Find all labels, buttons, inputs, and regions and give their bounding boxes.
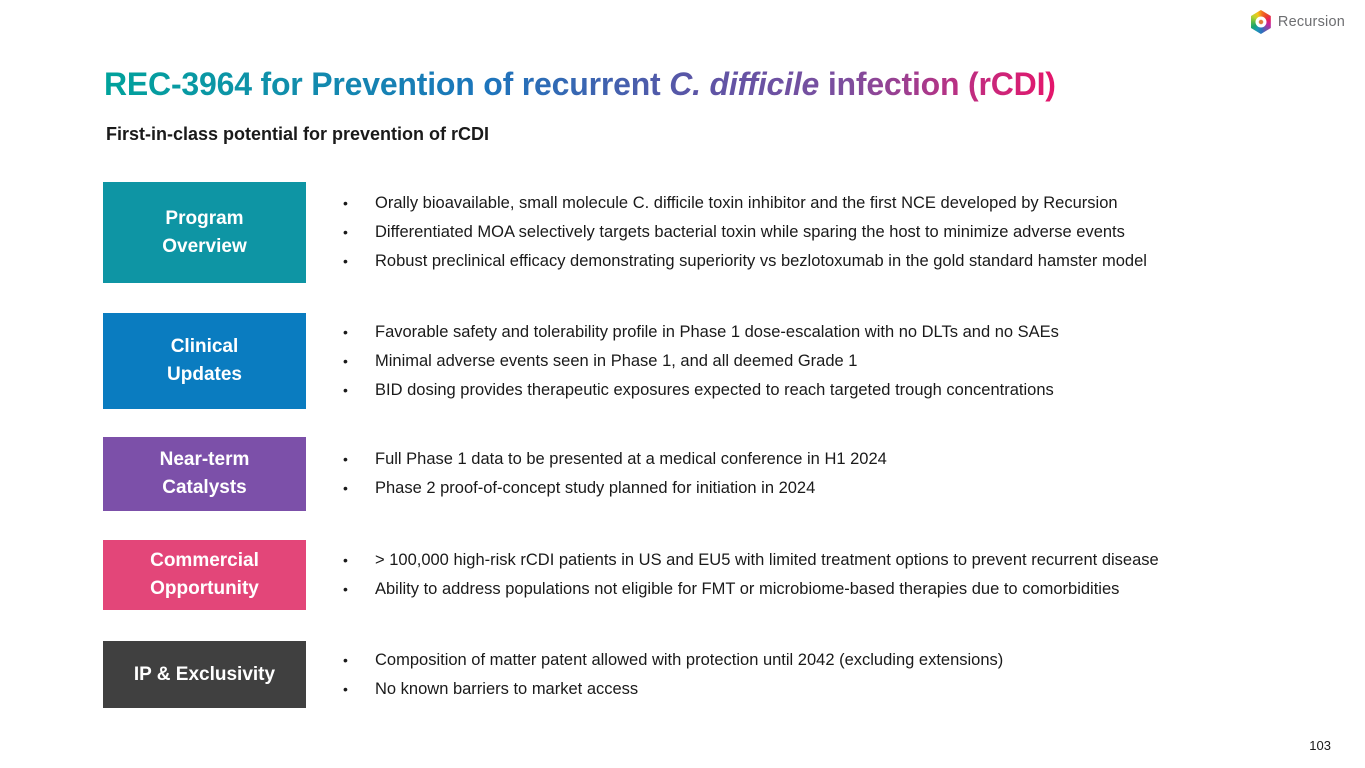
bullet-text: > 100,000 high-risk rCDI patients in US … — [375, 551, 1159, 569]
section-label-line1: Near-term — [159, 449, 250, 470]
section-label-line2: Overview — [162, 235, 247, 257]
section-row-clinical-updates: Clinical Updates • Favorable safety and t… — [103, 313, 1059, 409]
bullet-icon: • — [343, 680, 348, 697]
section-label-box: IP & Exclusivity — [103, 641, 306, 708]
section-label-line1: Program — [165, 207, 244, 229]
bullet-item: • Composition of matter patent allowed wi… — [343, 646, 1003, 675]
section-row-program-overview: Program Overview • Orally bioavailable, s… — [103, 182, 1147, 283]
bullet-list: • Favorable safety and tolerability profi… — [343, 313, 1059, 409]
section-label-box: Commercial Opportunity — [103, 540, 306, 610]
bullet-text: Minimal adverse events seen in Phase 1, … — [375, 351, 858, 370]
bullet-icon: • — [343, 581, 348, 597]
bullet-text: Ability to address populations not eligi… — [375, 580, 1120, 598]
title-segment-3: infection (rCDI) — [819, 66, 1056, 102]
section-label-line2: Updates — [167, 364, 242, 385]
bullet-icon: • — [343, 253, 348, 269]
bullet-item: • Ability to address populations not elig… — [343, 575, 1159, 604]
bullet-text: Differentiated MOA selectively targets b… — [375, 223, 1125, 241]
bullet-item: • Robust preclinical efficacy demonstrati… — [343, 247, 1147, 276]
bullet-item: • Phase 2 proof-of-concept study planned … — [343, 474, 887, 503]
section-label-line1: IP & Exclusivity — [133, 663, 276, 685]
bullet-icon: • — [343, 381, 348, 398]
bullet-list: • Full Phase 1 data to be presented at a … — [343, 437, 887, 511]
bullet-item: • No known barriers to market access — [343, 675, 1003, 704]
bullet-icon: • — [343, 552, 348, 568]
bullet-item: • Differentiated MOA selectively targets … — [343, 218, 1147, 247]
section-row-near-term-catalysts: Near-term Catalysts • Full Phase 1 data t… — [103, 437, 887, 511]
bullet-text: BID dosing provides therapeutic exposure… — [375, 380, 1054, 399]
bullet-text: Orally bioavailable, small molecule C. d… — [375, 194, 1118, 212]
bullet-icon: • — [343, 224, 348, 240]
hexagon-center-dot — [1255, 16, 1267, 28]
section-label-box: Clinical Updates — [103, 313, 306, 409]
bullet-text: Full Phase 1 data to be presented at a m… — [375, 450, 887, 468]
section-label-box: Near-term Catalysts — [103, 437, 306, 511]
bullet-text: Composition of matter patent allowed wit… — [375, 650, 1004, 669]
bullet-item: • Orally bioavailable, small molecule C. … — [343, 189, 1147, 218]
bullet-item: • BID dosing provides therapeutic exposur… — [343, 376, 1059, 405]
section-label-line1: Clinical — [170, 336, 239, 357]
bullet-icon: • — [343, 651, 348, 668]
bullet-icon: • — [343, 451, 348, 467]
recursion-logo-text: Recursion — [1277, 14, 1345, 30]
slide-title: REC-3964 for Prevention of recurrent C. … — [104, 66, 1056, 103]
page-number: 103 — [1309, 738, 1331, 753]
section-label-line1: Commercial — [150, 550, 259, 571]
bullet-icon: • — [343, 480, 348, 496]
title-segment-italic: C. difficile — [669, 66, 820, 102]
bullet-list: • Composition of matter patent allowed wi… — [343, 641, 1003, 708]
bullet-item: • Favorable safety and tolerability profi… — [343, 318, 1059, 347]
bullet-text: Phase 2 proof-of-concept study planned f… — [375, 479, 816, 497]
title-segment-1: REC-3964 for Prevention of recurrent — [104, 66, 670, 102]
bullet-item: • Full Phase 1 data to be presented at a … — [343, 445, 887, 474]
bullet-list: • > 100,000 high-risk rCDI patients in US… — [343, 540, 1159, 610]
section-label-box: Program Overview — [103, 182, 306, 283]
bullet-list: • Orally bioavailable, small molecule C. … — [343, 182, 1147, 283]
bullet-icon: • — [343, 195, 348, 211]
bullet-icon: • — [343, 323, 348, 340]
bullet-text: Robust preclinical efficacy demonstratin… — [375, 252, 1147, 270]
bullet-item: • > 100,000 high-risk rCDI patients in US… — [343, 546, 1159, 575]
bullet-item: • Minimal adverse events seen in Phase 1,… — [343, 347, 1059, 376]
section-label-line2: Catalysts — [162, 477, 247, 498]
recursion-logo: Recursion — [1250, 10, 1345, 34]
bullet-text: No known barriers to market access — [375, 679, 639, 698]
section-row-commercial-opportunity: Commercial Opportunity • > 100,000 high-r… — [103, 540, 1159, 610]
section-label-line2: Opportunity — [150, 578, 259, 599]
bullet-text: Favorable safety and tolerability profil… — [375, 322, 1059, 341]
bullet-icon: • — [343, 352, 348, 369]
slide-subtitle: First-in-class potential for prevention … — [106, 124, 490, 144]
section-row-ip-exclusivity: IP & Exclusivity • Composition of matter … — [103, 641, 1003, 708]
recursion-hexagon-icon — [1251, 10, 1271, 34]
